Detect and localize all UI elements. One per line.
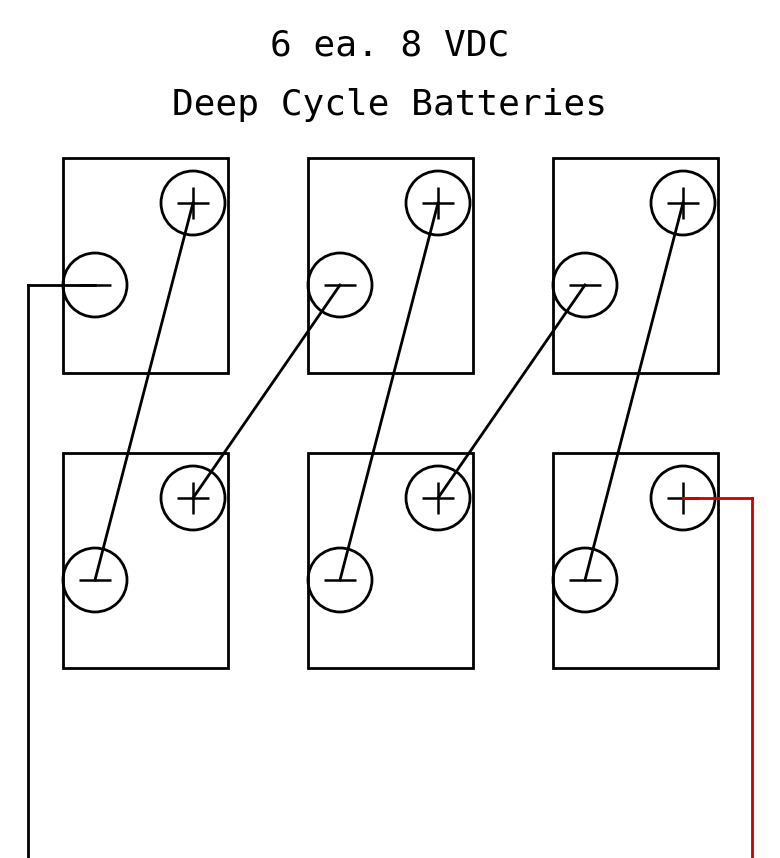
Bar <box>552 452 718 668</box>
Bar <box>307 452 473 668</box>
Bar <box>307 158 473 372</box>
Bar <box>62 452 228 668</box>
Bar <box>62 158 228 372</box>
Text: Deep Cycle Batteries: Deep Cycle Batteries <box>172 88 608 122</box>
Text: 6 ea. 8 VDC: 6 ea. 8 VDC <box>271 28 509 62</box>
Bar <box>552 158 718 372</box>
